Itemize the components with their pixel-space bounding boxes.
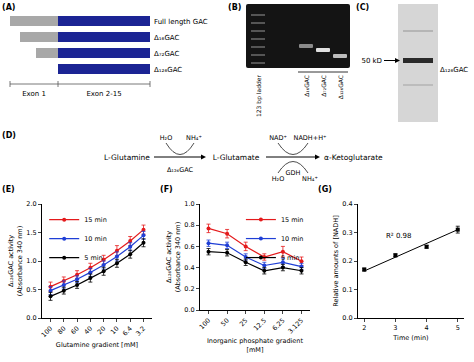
svg-text:50: 50 [219, 317, 231, 329]
svg-text:1.0: 1.0 [26, 257, 36, 265]
svg-text:H₂O: H₂O [160, 134, 173, 142]
svg-text:Δ₁₂₆GAC: Δ₁₂₆GAC [154, 66, 182, 74]
svg-text:3: 3 [393, 324, 397, 332]
svg-text:0.4: 0.4 [184, 264, 194, 272]
svg-text:10: 10 [109, 325, 121, 337]
svg-text:(D): (D) [2, 131, 16, 140]
svg-text:L-Glutamine: L-Glutamine [104, 153, 150, 162]
svg-text:Glutamine gradient [mM]: Glutamine gradient [mM] [56, 341, 138, 349]
svg-text:Δ₁₂₆GAC activity(Absorbance 34: Δ₁₂₆GAC activity(Absorbance 340 nm) [7, 226, 23, 296]
svg-text:5 min: 5 min [281, 254, 299, 262]
svg-text:Δ₁₂₆GAC: Δ₁₂₆GAC [440, 66, 468, 74]
svg-text:25: 25 [238, 317, 250, 329]
svg-text:Δ₁₂₆GAC: Δ₁₂₆GAC [167, 166, 194, 174]
svg-text:Time (min): Time (min) [392, 334, 428, 342]
svg-text:Exon 2-15: Exon 2-15 [86, 90, 121, 98]
svg-text:100: 100 [198, 317, 212, 331]
svg-text:80: 80 [56, 325, 68, 337]
svg-text:0.6: 0.6 [184, 243, 194, 251]
svg-text:0.0: 0.0 [342, 314, 352, 322]
svg-text:0.2: 0.2 [342, 257, 352, 265]
svg-text:0.4: 0.4 [342, 200, 352, 208]
svg-text:2.0: 2.0 [26, 200, 36, 208]
svg-text:Relative amounts of [NADH]: Relative amounts of [NADH] [332, 215, 340, 306]
svg-text:Δ₁₆GAC: Δ₁₆GAC [303, 75, 310, 97]
svg-text:L-Glutamate: L-Glutamate [213, 153, 260, 162]
svg-text:3.2: 3.2 [134, 325, 147, 338]
svg-text:0.0: 0.0 [26, 314, 36, 322]
svg-text:10 min: 10 min [281, 235, 304, 243]
svg-text:5 min: 5 min [84, 254, 102, 262]
svg-text:100: 100 [40, 325, 54, 339]
svg-text:15 min: 15 min [281, 216, 304, 224]
svg-text:GDH: GDH [286, 169, 301, 177]
svg-text:H₂O: H₂O [272, 175, 285, 183]
svg-text:0.1: 0.1 [342, 286, 352, 294]
svg-text:α-Ketoglutarate: α-Ketoglutarate [324, 153, 383, 162]
svg-text:Inorganic phosphate gradient[m: Inorganic phosphate gradient[mM] [207, 337, 304, 353]
svg-text:Exon 1: Exon 1 [22, 90, 46, 98]
svg-text:4: 4 [425, 324, 429, 332]
svg-text:Δ₇₂GAC: Δ₇₂GAC [320, 75, 327, 97]
svg-text:40: 40 [83, 325, 95, 337]
svg-text:2: 2 [362, 324, 366, 332]
svg-text:0.2: 0.2 [184, 285, 194, 293]
svg-text:12.5: 12.5 [252, 317, 268, 333]
svg-text:0.0: 0.0 [184, 306, 194, 314]
svg-text:0.8: 0.8 [184, 221, 194, 229]
svg-text:1.5: 1.5 [26, 229, 36, 237]
svg-text:NAD⁺: NAD⁺ [269, 134, 287, 142]
html-text:(F): (F) [160, 185, 173, 194]
svg-text:Full length GAC: Full length GAC [154, 18, 208, 26]
svg-text:15 min: 15 min [84, 216, 107, 224]
svg-text:3.125: 3.125 [286, 317, 305, 336]
svg-text:50 kD: 50 kD [361, 57, 382, 65]
html-text:(E): (E) [2, 185, 15, 194]
svg-text:R² 0.98: R² 0.98 [386, 232, 411, 240]
svg-text:123 bp ladder: 123 bp ladder [255, 74, 263, 117]
svg-text:NH₄⁺: NH₄⁺ [302, 175, 318, 183]
svg-text:5: 5 [456, 324, 460, 332]
svg-text:Δ₇₂GAC: Δ₇₂GAC [154, 50, 179, 58]
svg-text:Δ₁₂₆GAC activity(Absorbance 34: Δ₁₂₆GAC activity(Absorbance 340 nm) [165, 222, 181, 292]
svg-text:NH₄⁺: NH₄⁺ [186, 134, 202, 142]
svg-text:6.25: 6.25 [271, 317, 287, 333]
svg-text:1.0: 1.0 [184, 200, 194, 208]
svg-text:0.3: 0.3 [342, 229, 352, 237]
svg-text:(C): (C) [356, 3, 369, 12]
html-text:(G): (G) [318, 185, 332, 194]
svg-text:(A): (A) [2, 3, 16, 12]
svg-text:Δ₁₂₆GAC: Δ₁₂₆GAC [337, 75, 344, 99]
svg-text:6.4: 6.4 [121, 325, 134, 338]
svg-text:20: 20 [96, 325, 108, 337]
svg-text:NADH+H⁺: NADH+H⁺ [294, 134, 327, 142]
svg-text:Δ₁₆GAC: Δ₁₆GAC [154, 34, 179, 42]
svg-text:(B): (B) [228, 3, 241, 12]
svg-text:10 min: 10 min [84, 235, 107, 243]
svg-text:60: 60 [69, 325, 81, 337]
svg-text:0.5: 0.5 [26, 286, 36, 294]
